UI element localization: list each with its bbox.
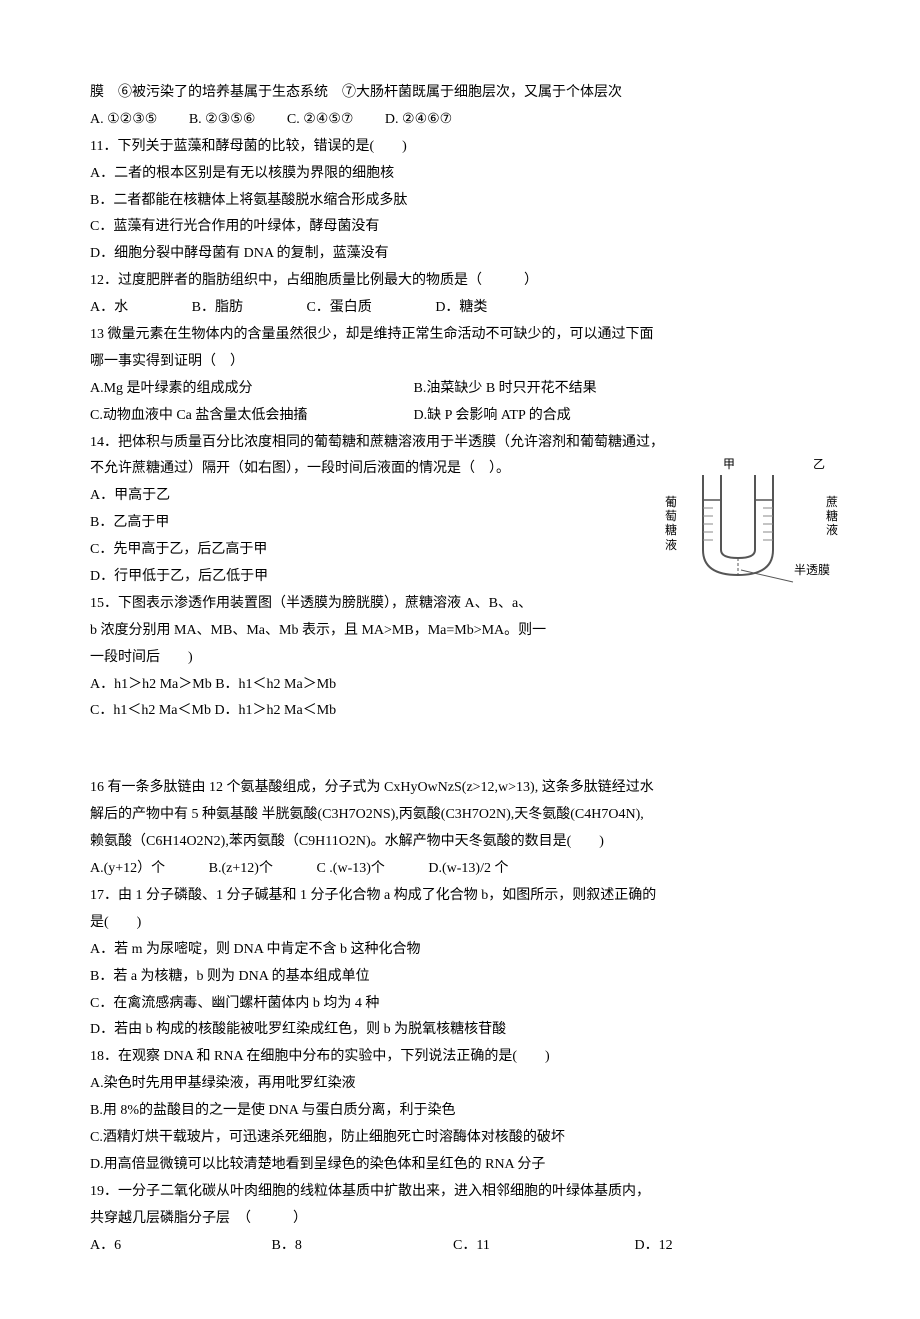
q19-opt-a: A．6 (90, 1233, 240, 1259)
q16-opt-c: C .(w-13)个 (316, 856, 384, 882)
q16-opt-d: D.(w-13)/2 个 (428, 856, 508, 882)
q12-opt-c: C．蛋白质 (306, 295, 371, 321)
q19-options: A．6 B．8 C．11 D．12 (90, 1233, 830, 1259)
q10-options: A. ①②③⑤ B. ②③⑤⑥ C. ②④⑤⑦ D. ②④⑥⑦ (90, 107, 830, 133)
q13-opt-a: A.Mg 是叶绿素的组成成分 (90, 376, 410, 402)
q16-options: A.(y+12）个 B.(z+12)个 C .(w-13)个 D.(w-13)/… (90, 856, 830, 882)
q15-opt-ab: A．h1＞h2 Ma＞Mb B．h1＜h2 Ma＞Mb (90, 672, 830, 698)
q18-stem: 18．在观察 DNA 和 RNA 在细胞中分布的实验中，下列说法正确的是( ) (90, 1044, 830, 1070)
q17-stem2: 是( ) (90, 910, 830, 936)
q16-stem2: 解后的产物中有 5 种氨基酸 半胱氨酸(C3H7O2NS),丙氨酸(C3H7O2… (90, 802, 830, 828)
q19-opt-c: C．11 (453, 1233, 603, 1259)
q17-opt-d: D．若由 b 构成的核酸能被吡罗红染成红色，则 b 为脱氧核糖核苷酸 (90, 1017, 830, 1043)
q12-opt-b: B．脂肪 (192, 295, 243, 321)
q18-opt-c: C.酒精灯烘干载玻片，可迅速杀死细胞，防止细胞死亡时溶酶体对核酸的破坏 (90, 1125, 830, 1151)
q18-opt-d: D.用高倍显微镜可以比较清楚地看到呈绿色的染色体和呈红色的 RNA 分子 (90, 1152, 830, 1178)
q11-opt-c: C．蓝藻有进行光合作用的叶绿体，酵母菌没有 (90, 214, 830, 240)
q17-opt-c: C．在禽流感病毒、幽门螺杆菌体内 b 均为 4 种 (90, 991, 830, 1017)
q17-opt-b: B．若 a 为核糖，b 则为 DNA 的基本组成单位 (90, 964, 830, 990)
q19-stem1: 19．一分子二氧化碳从叶肉细胞的线粒体基质中扩散出来，进入相邻细胞的叶绿体基质内… (90, 1179, 830, 1205)
u-tube-svg-icon (683, 470, 818, 590)
spacer (90, 725, 830, 775)
q13-opt-c: C.动物血液中 Ca 盐含量太低会抽搐 (90, 403, 410, 429)
q12-opt-d: D．糖类 (435, 295, 487, 321)
q11-stem: 11．下列关于蓝藻和酵母菌的比较，错误的是( ) (90, 134, 830, 160)
q12-opt-a: A．水 (90, 295, 128, 321)
q12-stem: 12．过度肥胖者的脂肪组织中，占细胞质量比例最大的物质是（ ） (90, 268, 830, 294)
q13-stem1: 13 微量元素在生物体内的含量虽然很少，却是维持正常生命活动不可缺少的，可以通过… (90, 322, 830, 348)
q11-opt-b: B．二者都能在核糖体上将氨基酸脱水缩合形成多肽 (90, 188, 830, 214)
q13-opt-b: B.油菜缺少 B 时只开花不结果 (414, 381, 597, 396)
q11-opt-a: A．二者的根本区别是有无以核膜为界限的细胞核 (90, 161, 830, 187)
q15-stem1: 15．下图表示渗透作用装置图（半透膜为膀胱膜），蔗糖溶液 A、B、a、 (90, 591, 650, 617)
q16-opt-a: A.(y+12）个 (90, 856, 165, 882)
q16-stem1: 16 有一条多肽链由 12 个氨基酸组成，分子式为 CxHyOwNzS(z>12… (90, 775, 830, 801)
q16-stem3: 赖氨酸（C6H14O2N2),苯丙氨酸（C9H11O2N)。水解产物中天冬氨酸的… (90, 829, 830, 855)
q14-stem2: 不允许蔗糖通过）隔开（如右图），一段时间后液面的情况是（ ）。 (90, 456, 650, 482)
q10-opt-c: C. ②④⑤⑦ (287, 107, 354, 133)
q13-stem2: 哪一事实得到证明（ ） (90, 349, 830, 375)
q15-stem3: 一段时间后 ) (90, 645, 830, 671)
q10-opt-b: B. ②③⑤⑥ (189, 107, 256, 133)
q13-row2: C.动物血液中 Ca 盐含量太低会抽搐 D.缺 P 会影响 ATP 的合成 (90, 403, 830, 429)
q17-opt-a: A．若 m 为尿嘧啶，则 DNA 中肯定不含 b 这种化合物 (90, 937, 830, 963)
q19-opt-d: D．12 (635, 1233, 673, 1259)
u-tube-label-sucrose: 蔗糖液 (826, 495, 840, 538)
q19-stem2: 共穿越几层磷脂分子层 （ ） (90, 1206, 830, 1232)
q10-opt-d: D. ②④⑥⑦ (385, 107, 452, 133)
q18-opt-b: B.用 8%的盐酸目的之一是使 DNA 与蛋白质分离，利于染色 (90, 1098, 830, 1124)
q10-continuation: 膜 ⑥被污染了的培养基属于生态系统 ⑦大肠杆菌既属于细胞层次，又属于个体层次 (90, 80, 830, 106)
q13-row1: A.Mg 是叶绿素的组成成分 B.油菜缺少 B 时只开花不结果 (90, 376, 830, 402)
q13-opt-d: D.缺 P 会影响 ATP 的合成 (414, 408, 571, 423)
q12-options: A．水 B．脂肪 C．蛋白质 D．糖类 (90, 295, 830, 321)
u-tube-label-glucose: 葡萄糖液 (665, 495, 679, 553)
q11-opt-d: D．细胞分裂中酵母菌有 DNA 的复制，蓝藻没有 (90, 241, 830, 267)
q17-stem1: 17．由 1 分子磷酸、1 分子碱基和 1 分子化合物 a 构成了化合物 b，如… (90, 883, 830, 909)
q15-stem2: b 浓度分别用 MA、MB、Ma、Mb 表示，且 MA>MB，Ma=Mb>MA。… (90, 618, 650, 644)
u-tube-diagram: 甲 乙 葡萄糖液 蔗糖液 半透膜 (665, 450, 840, 600)
q15-opt-cd: C．h1＜h2 Ma＜Mb D．h1＞h2 Ma＜Mb (90, 698, 830, 724)
q14-container: 14．把体积与质量百分比浓度相同的葡萄糖和蔗糖溶液用于半透膜（允许溶剂和葡萄糖通… (90, 430, 830, 590)
q16-opt-b: B.(z+12)个 (209, 856, 273, 882)
q19-opt-b: B．8 (272, 1233, 422, 1259)
q10-opt-a: A. ①②③⑤ (90, 107, 157, 133)
q18-opt-a: A.染色时先用甲基绿染液，再用吡罗红染液 (90, 1071, 830, 1097)
